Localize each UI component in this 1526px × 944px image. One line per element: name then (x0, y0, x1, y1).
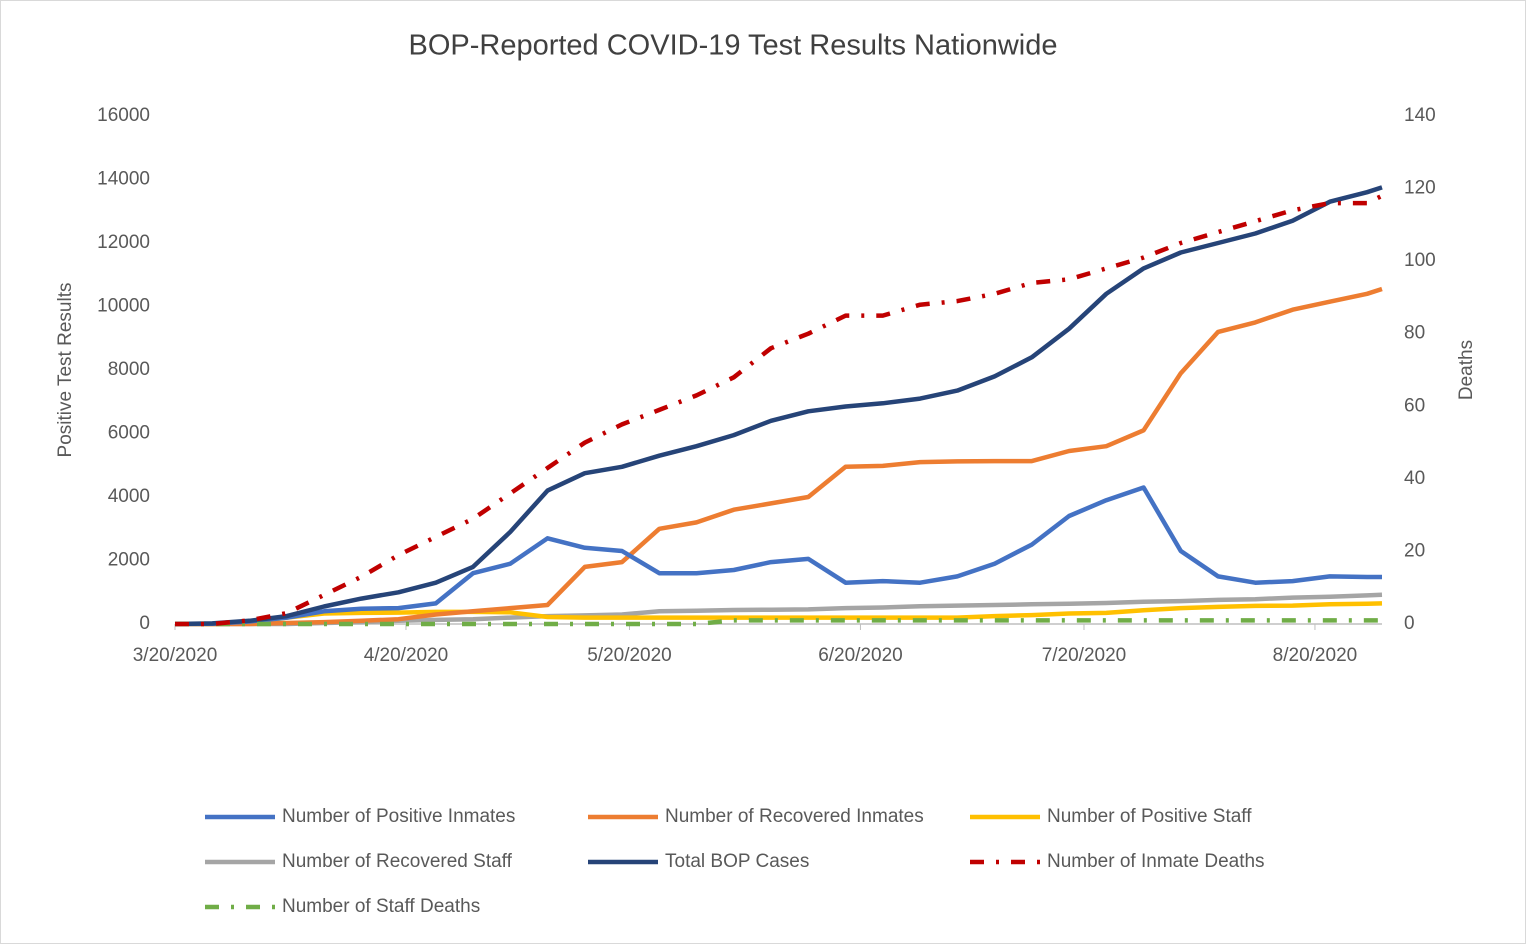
series-line (174, 185, 1383, 627)
series-line (175, 286, 1383, 627)
y-tick-label: 16000 (97, 105, 150, 126)
legend-label: Number of Recovered Inmates (665, 806, 924, 827)
x-tick-label: 8/20/2020 (1273, 645, 1358, 666)
y2-tick-label: 80 (1404, 323, 1425, 344)
legend-label: Number of Positive Inmates (282, 806, 515, 827)
y2-tick-label: 0 (1404, 613, 1415, 634)
y2-tick-label: 20 (1404, 540, 1425, 561)
y-axis-title: Positive Test Results (55, 283, 76, 458)
legend-label: Number of Positive Staff (1047, 806, 1252, 827)
y2-axis-title: Deaths (1456, 340, 1477, 400)
x-tick-label: 6/20/2020 (818, 645, 903, 666)
y-tick-label: 14000 (97, 169, 150, 190)
legend-label: Number of Staff Deaths (282, 896, 480, 917)
x-tick-label: 7/20/2020 (1042, 645, 1127, 666)
y2-tick-label: 60 (1404, 395, 1425, 416)
y-tick-label: 6000 (108, 423, 150, 444)
y2-tick-label: 140 (1404, 105, 1436, 126)
y-tick-label: 2000 (108, 550, 150, 571)
series-line (175, 601, 1383, 627)
legend-label: Total BOP Cases (665, 851, 809, 872)
y-tick-label: 12000 (97, 232, 150, 253)
y2-tick-label: 100 (1404, 250, 1436, 271)
legend-label: Number of Inmate Deaths (1047, 851, 1265, 872)
y-tick-label: 10000 (97, 296, 150, 317)
y-tick-label: 0 (139, 613, 150, 634)
chart-title: BOP-Reported COVID-19 Test Results Natio… (408, 30, 1057, 62)
legend-label: Number of Recovered Staff (282, 851, 513, 872)
y2-tick-label: 120 (1404, 178, 1436, 199)
y2-tick-label: 40 (1404, 468, 1425, 489)
y-tick-label: 8000 (108, 359, 150, 380)
series-line (174, 485, 1382, 627)
y-tick-label: 4000 (108, 486, 150, 507)
series-line (175, 193, 1383, 627)
x-tick-label: 5/20/2020 (587, 645, 672, 666)
x-tick-label: 3/20/2020 (133, 645, 218, 666)
x-tick-label: 4/20/2020 (364, 645, 449, 666)
